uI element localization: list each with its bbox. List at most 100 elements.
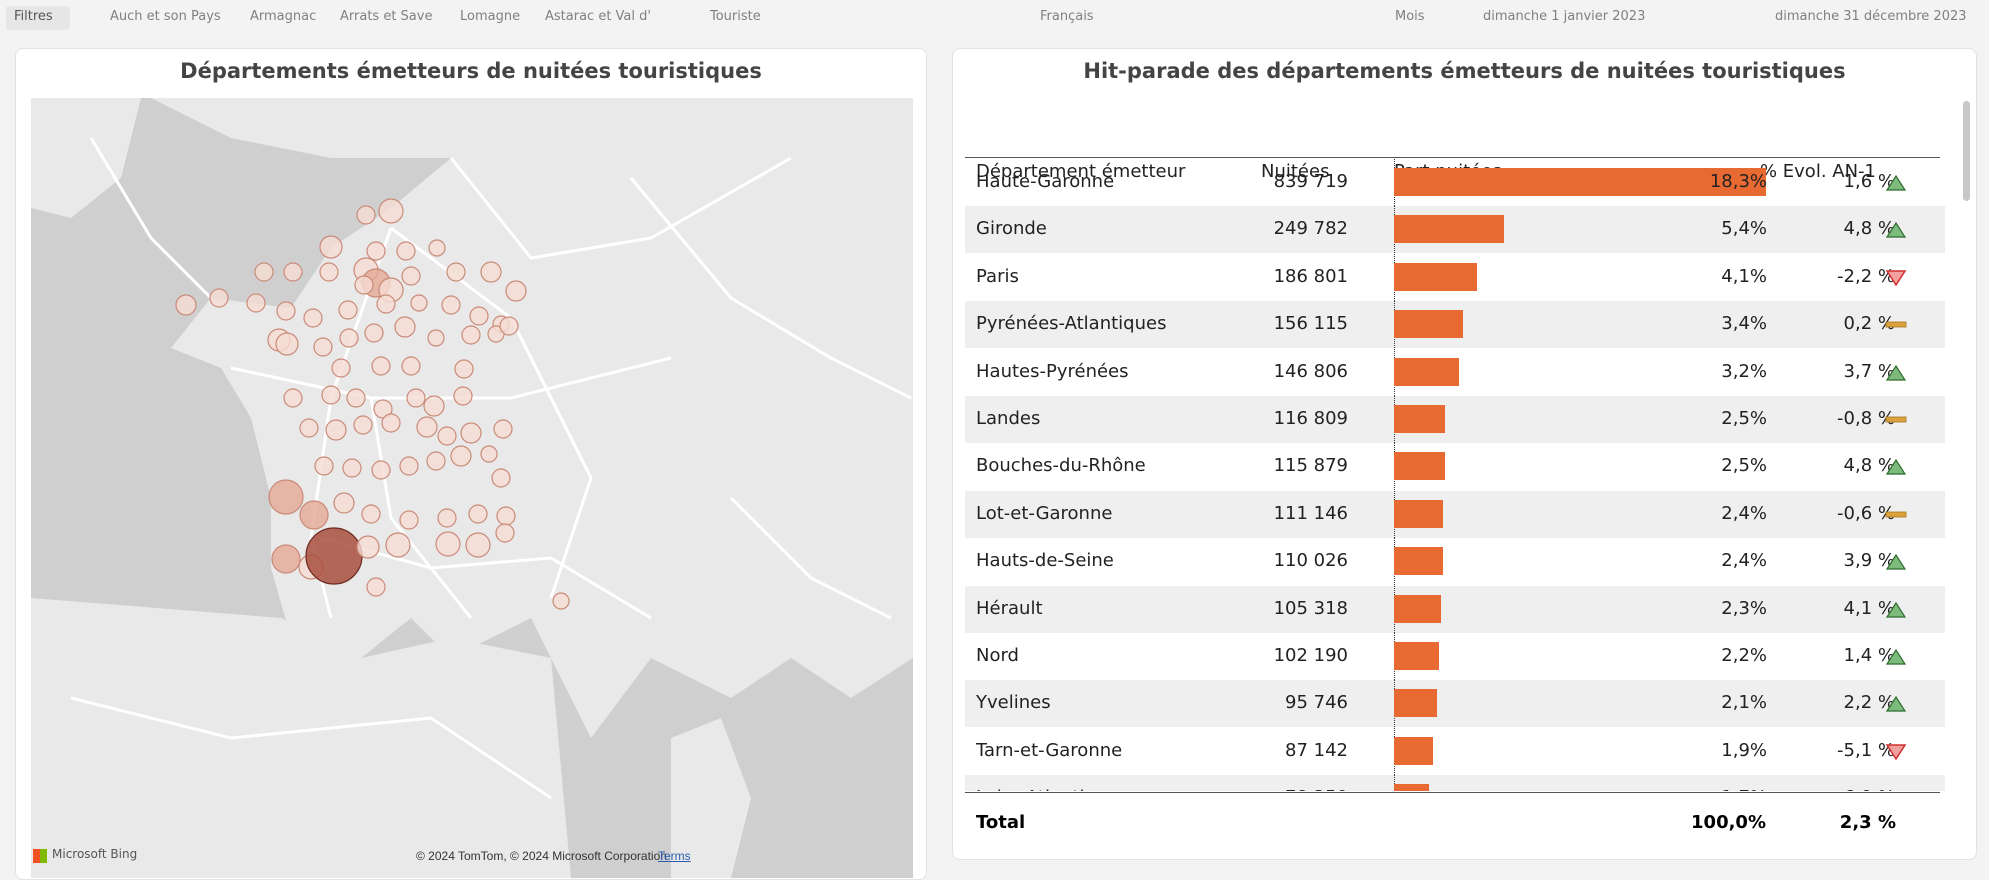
part-label: 1,9% <box>1721 739 1767 761</box>
map-bubble <box>381 413 401 433</box>
table-row[interactable]: Hautes-Pyrénées 146 806 3,2% 3,7 % <box>965 348 1945 396</box>
evolution: -2,2 % <box>1837 265 1895 287</box>
map-bubble <box>305 527 363 585</box>
map-bubble <box>469 306 489 326</box>
part-bar <box>1394 168 1766 196</box>
filter-item[interactable]: dimanche 31 décembre 2023 <box>1775 9 1967 24</box>
table-row[interactable]: Yvelines 95 746 2,1% 2,2 % <box>965 680 1945 728</box>
table-row[interactable]: Tarn-et-Garonne 87 142 1,9% -5,1 % <box>965 727 1945 775</box>
map-bubble <box>254 262 274 282</box>
map-bubble <box>468 504 488 524</box>
total-rule <box>965 792 1940 793</box>
filter-item[interactable]: dimanche 1 janvier 2023 <box>1483 9 1646 24</box>
map-bubble <box>333 492 355 514</box>
table-row[interactable]: Pyrénées-Atlantiques 156 115 3,4% 0,2 % <box>965 301 1945 349</box>
map-bubble <box>271 544 301 574</box>
part-label: 4,1% <box>1721 265 1767 287</box>
nuitees: 87 142 <box>1285 739 1348 761</box>
part-label: 2,5% <box>1721 455 1767 477</box>
map-bubble <box>427 329 445 347</box>
map-bubble <box>319 262 339 282</box>
part-bar <box>1394 689 1437 718</box>
filter-button[interactable]: Filtres <box>14 9 53 24</box>
map-bubble <box>441 295 461 315</box>
table-row[interactable]: Hauts-de-Seine 110 026 2,4% 3,9 % <box>965 538 1945 586</box>
evolution: 4,8 % <box>1843 218 1895 240</box>
map-bubble <box>491 468 511 488</box>
trend-indicator <box>1885 511 1907 518</box>
map-bubble <box>416 416 438 438</box>
part-label: 2,5% <box>1721 408 1767 429</box>
trend-down <box>1885 270 1907 287</box>
nuitees: 78 350 <box>1285 787 1348 791</box>
trend-indicator <box>1885 648 1907 665</box>
filter-item[interactable]: Arrats et Save <box>340 9 433 24</box>
table-body: Haute-Garonne 839 719 18,3% 1,6 % Gironde 249… <box>965 159 1945 791</box>
filter-item[interactable]: Touriste <box>710 9 761 24</box>
filter-item[interactable]: Astarac et Val d' <box>545 9 651 24</box>
trend-up <box>1885 459 1907 475</box>
part-label: 2,4% <box>1721 550 1767 572</box>
evolution: 1,4 % <box>1843 645 1895 666</box>
column-header[interactable]: Nuitées <box>1261 161 1330 182</box>
trend-up <box>1885 554 1907 570</box>
map-bubble <box>303 308 323 328</box>
map-terms[interactable]: Terms <box>658 849 691 863</box>
filter-item[interactable]: Mois <box>1395 9 1425 24</box>
map-bubble <box>410 294 428 312</box>
map-bubble <box>366 577 386 597</box>
filter-button-bg[interactable] <box>6 6 70 30</box>
map-bubble <box>499 316 519 336</box>
filter-item[interactable]: Français <box>1040 9 1094 24</box>
nuitees: 95 746 <box>1285 692 1348 714</box>
nuitees: 146 806 <box>1273 360 1348 382</box>
part-label: 1,7% <box>1721 787 1767 791</box>
trend-up <box>1885 364 1907 381</box>
trend-up <box>1885 648 1907 665</box>
department-name: Haute-Garonne <box>976 171 1115 192</box>
part-bar <box>1394 262 1478 291</box>
map-bubble <box>364 323 384 343</box>
table-row[interactable]: Nord 102 190 2,2% 1,4 % <box>965 633 1945 680</box>
table-row[interactable]: Bouches-du-Rhône 115 879 2,5% 4,8 % <box>965 443 1945 491</box>
map-bubble <box>246 293 266 313</box>
trend-up <box>1885 696 1907 712</box>
map-bubble <box>401 356 421 376</box>
map-bubble <box>276 301 296 321</box>
table-row[interactable]: Haute-Garonne 839 719 18,3% 1,6 % <box>965 159 1945 206</box>
department-name: Yvelines <box>976 692 1051 714</box>
department-name: Pyrénées-Atlantiques <box>976 313 1167 335</box>
part-bar <box>1394 499 1443 528</box>
filter-item[interactable]: Armagnac <box>250 9 317 24</box>
header-rule <box>965 157 1940 158</box>
filter-item[interactable]: Lomagne <box>460 9 521 24</box>
map-bubble <box>552 592 570 610</box>
map-bubble <box>356 205 376 225</box>
table-row[interactable]: Hérault 105 318 2,3% 4,1 % <box>965 585 1945 633</box>
filter-item[interactable]: Auch et son Pays <box>110 9 221 24</box>
trend-indicator <box>1885 554 1907 570</box>
table-row[interactable]: Paris 186 801 4,1% -2,2 % <box>965 253 1945 301</box>
nuitees: 111 146 <box>1273 502 1348 524</box>
table-row[interactable]: Gironde 249 782 5,4% 4,8 % <box>965 206 1945 254</box>
column-header[interactable]: Département émetteur <box>976 161 1186 182</box>
part-label: 18,3% <box>1709 171 1767 192</box>
column-header[interactable]: % Evol. AN-1 <box>1759 161 1876 182</box>
nuitees: 110 026 <box>1273 550 1348 572</box>
scrollbar[interactable] <box>1963 101 1970 201</box>
map-bubble <box>399 510 419 530</box>
map-bubble <box>371 356 391 376</box>
part-label: 2,2% <box>1721 645 1767 666</box>
map-bubble <box>356 535 380 559</box>
map-bubble <box>268 479 304 515</box>
map-title: Départements émetteurs de nuitées touris… <box>180 59 762 83</box>
total-label: Total <box>976 812 1026 833</box>
table-row[interactable]: Landes 116 809 2,5% -0,8 % <box>965 396 1945 443</box>
table-row[interactable]: Lot-et-Garonne 111 146 2,4% -0,6 % <box>965 490 1945 538</box>
trend-down <box>1885 744 1907 761</box>
table-title: Hit-parade des départements émetteurs de… <box>1083 59 1846 83</box>
trend-indicator <box>1885 789 1907 791</box>
table-row[interactable]: Loire-Atlantique 78 350 1,7% 6,0 % <box>965 775 1945 791</box>
map-bubble <box>354 275 374 295</box>
